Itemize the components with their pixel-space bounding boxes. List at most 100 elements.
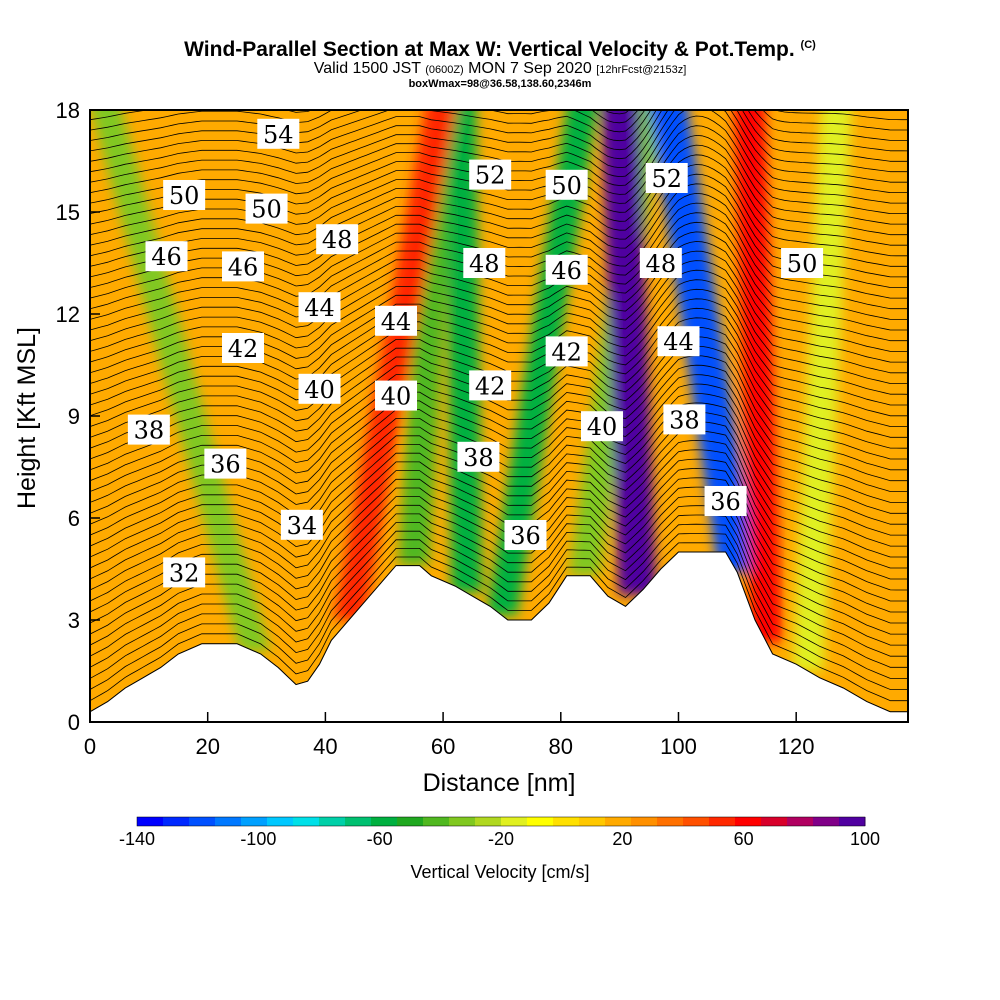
- contour-label-box: [545, 254, 588, 285]
- colorbar-swatch: [241, 817, 268, 826]
- contour-label-text: 32: [169, 559, 200, 587]
- contour-label: 52: [469, 159, 512, 190]
- theta-contour-line: [90, 477, 908, 624]
- velocity-band-9: [792, 110, 852, 671]
- contour-label-box: [280, 509, 323, 540]
- contour-label-box: [245, 193, 288, 224]
- contour-label-box: [463, 248, 506, 278]
- colorbar-tick-label: 60: [734, 829, 754, 849]
- contour-label: 40: [298, 373, 341, 404]
- theta-contour-line: [90, 421, 908, 558]
- contour-label-box: [298, 373, 341, 404]
- theta-contour-line: [90, 110, 908, 152]
- y-tick-label: 6: [68, 506, 80, 531]
- contour-label-text: 46: [551, 257, 582, 285]
- colorbar-swatch: [579, 817, 606, 826]
- contour-label-text: 50: [169, 182, 200, 210]
- y-axis-label: Height [Kft MSL]: [13, 327, 41, 509]
- theta-contour-line: [90, 18, 908, 109]
- contour-label-text: 44: [663, 328, 694, 356]
- contour-label-box: [663, 404, 706, 435]
- contour-label-box: [316, 224, 359, 255]
- theta-contour-line: [90, 9, 908, 100]
- contour-label: 44: [375, 305, 418, 336]
- contour-label-text: 40: [304, 376, 335, 404]
- theta-contour-line: [90, 231, 908, 342]
- contour-label-box: [645, 163, 688, 193]
- theta-contour-line: [90, 496, 908, 646]
- contour-label: 46: [145, 241, 188, 272]
- colorbar-swatch: [657, 817, 684, 826]
- contour-label: 42: [222, 333, 265, 363]
- colorbar-swatch: [293, 817, 320, 826]
- theta-contour-line: [90, 144, 908, 246]
- theta-contour-line: [90, 486, 908, 635]
- contour-label-box: [469, 159, 512, 190]
- colorbar-swatch: [839, 817, 866, 826]
- y-tick-label: 3: [68, 608, 80, 633]
- colorbar-swatch: [137, 817, 164, 826]
- contour-label-text: 38: [463, 444, 494, 472]
- valid-date: MON 7 Sep 2020: [468, 60, 592, 77]
- colorbar-swatch: [709, 817, 736, 826]
- velocity-band-1: [445, 110, 482, 593]
- contour-label-text: 34: [287, 512, 318, 540]
- contour-label-box: [580, 411, 623, 442]
- contour-label-text: 44: [381, 308, 412, 336]
- contour-label-text: 38: [669, 406, 700, 434]
- colorbar-swatch: [501, 817, 528, 826]
- colorbar-tick-label: 20: [612, 829, 632, 849]
- y-tick-label: 12: [56, 302, 80, 327]
- theta-contour-line: [90, 110, 908, 194]
- contour-label: 50: [545, 169, 588, 200]
- theta-contour-line: [90, 154, 908, 257]
- x-tick-label: 20: [195, 734, 219, 759]
- contour-label-text: 42: [475, 372, 506, 400]
- forecast-info: [12hrFcst@2153z]: [596, 64, 687, 76]
- theta-contour-line: [90, 514, 908, 668]
- colorbar-swatch: [787, 817, 814, 826]
- colorbar-swatch: [397, 817, 424, 826]
- theta-contour-line: [90, 449, 908, 591]
- colorbar-swatch: [371, 817, 398, 826]
- contour-label-text: 48: [322, 226, 353, 254]
- contour-label-text: 38: [134, 417, 165, 445]
- theta-contour-line: [90, 364, 908, 492]
- contour-label: 40: [375, 380, 418, 411]
- theta-contour-line: [90, 430, 908, 569]
- contour-label-text: 48: [646, 250, 677, 278]
- chart-title-text: Wind-Parallel Section at Max W: Vertical…: [184, 38, 795, 61]
- contour-label-text: 52: [651, 165, 682, 193]
- colorbar: [136, 816, 866, 827]
- contour-label-text: 44: [304, 294, 335, 322]
- theta-contour-line: [90, 439, 908, 580]
- colorbar-tick-label: 100: [850, 829, 880, 849]
- contour-label: 36: [704, 486, 747, 516]
- colorbar-swatch: [553, 817, 580, 826]
- contour-label: 52: [645, 163, 688, 193]
- theta-contour-line: [90, 173, 908, 278]
- contour-label-box: [145, 241, 188, 272]
- contour-label-text: 48: [469, 250, 500, 278]
- contour-label-text: 42: [551, 338, 582, 366]
- contour-label-text: 36: [510, 522, 541, 550]
- contour-label-box: [375, 380, 418, 411]
- x-tick-label: 40: [313, 734, 337, 759]
- theta-contour-line: [90, 110, 908, 162]
- theta-contour-line: [90, 110, 908, 121]
- contour-label: 38: [127, 414, 170, 445]
- contour-label-text: 50: [551, 172, 582, 200]
- contour-label-text: 36: [710, 488, 741, 516]
- colorbar-swatch: [345, 817, 372, 826]
- contour-label-text: 40: [381, 383, 412, 411]
- plot-field: [90, 9, 908, 722]
- colorbar-swatch: [215, 817, 242, 826]
- colorbar-swatch: [475, 817, 502, 826]
- contour-label-text: 50: [251, 196, 282, 224]
- velocity-band-5: [650, 110, 757, 573]
- contour-label-box: [457, 441, 500, 472]
- contour-label: 44: [657, 326, 700, 357]
- contour-label-box: [704, 486, 747, 516]
- contour-label: 40: [580, 411, 623, 442]
- theta-contour-line: [90, 298, 908, 417]
